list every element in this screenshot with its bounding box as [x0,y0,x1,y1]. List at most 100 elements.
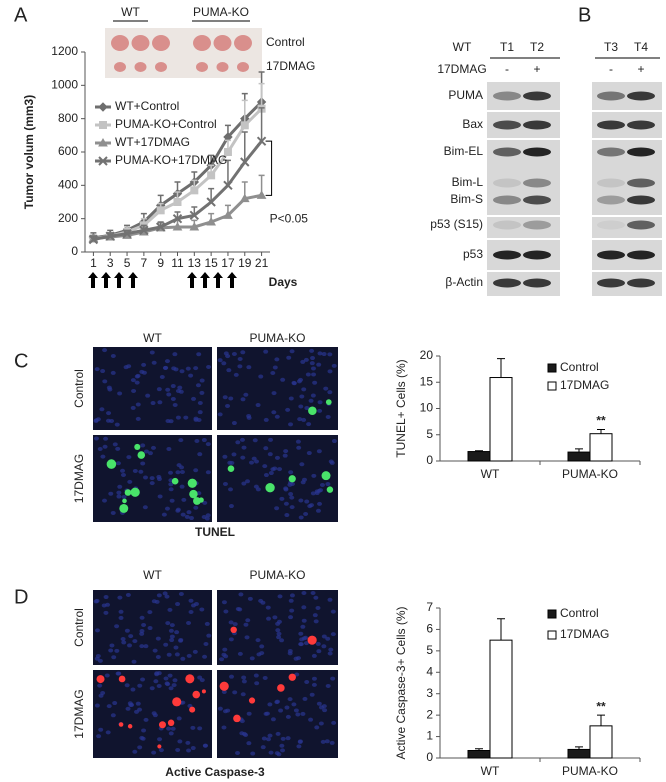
tumor [134,62,147,72]
nucleus [232,622,238,627]
nucleus [202,654,208,659]
x-axis-label: Days [269,275,298,289]
nucleus [260,600,266,605]
positive-cell [124,489,132,496]
nucleus [285,714,291,719]
nucleus [172,678,178,683]
x-tick-label: WT [481,764,500,778]
nucleus [271,410,277,415]
nucleus [306,451,312,456]
nucleus [142,505,148,510]
legend-label: Control [560,606,599,620]
positive-cell [172,697,182,707]
nucleus [235,440,241,445]
nucleus [202,743,208,748]
nucleus [202,500,208,505]
nucleus [315,641,321,646]
nucleus [311,653,317,658]
blot-band [493,91,521,101]
nucleus [228,396,234,401]
nucleus [197,452,203,457]
nucleus [139,615,145,620]
y-tick-label: 20 [420,348,434,362]
bar [567,451,591,462]
nucleus [158,748,164,753]
nucleus [295,439,301,444]
nucleus [331,439,337,444]
nucleus [155,636,161,641]
nucleus [267,702,273,707]
nucleus [137,745,143,750]
nucleus [304,680,310,685]
micrograph-caption: Active Caspase-3 [165,765,265,779]
nucleus [175,415,181,420]
nucleus [156,474,162,479]
nucleus [240,397,246,402]
nucleus [310,491,316,496]
nucleus [232,690,238,695]
nucleus [121,494,127,499]
positive-cell [277,684,285,692]
nucleus [267,452,273,457]
nucleus [253,673,259,678]
nucleus [241,679,247,684]
positive-cell [227,465,235,473]
legend-label: 17DMAG [560,627,609,641]
blot-band [627,278,655,288]
nucleus [130,378,136,383]
nucleus [175,602,181,607]
nucleus [222,709,228,714]
nucleus [205,442,211,447]
error-bar [208,187,215,202]
nucleus [188,598,194,603]
nucleus [126,455,132,460]
nucleus [141,623,147,628]
nucleus [116,671,122,676]
nucleus [169,634,175,639]
nucleus [298,498,304,503]
positive-cell [127,724,133,729]
y-tick-label: 1 [426,729,433,743]
nucleus [235,606,241,611]
nucleus [199,378,205,383]
nucleus [298,642,304,647]
positive-cell [118,675,126,683]
lane-label: T1 [500,40,514,54]
photo-group: WT [121,5,140,19]
nucleus [117,595,123,600]
nucleus [139,369,145,374]
nucleus [149,350,155,355]
nucleus [204,621,210,626]
nucleus [149,481,155,486]
bar [467,451,491,462]
nucleus [327,651,333,656]
nucleus [123,365,129,370]
nucleus [185,740,191,745]
nucleus [321,634,327,639]
nucleus [238,592,244,597]
treatment-sign: + [533,62,540,76]
nucleus [185,366,191,371]
tumor [216,62,229,72]
nucleus [304,499,310,504]
nucleus [329,460,335,465]
nucleus [275,621,281,626]
nucleus [265,605,271,610]
x-tick-label: WT [481,467,500,481]
nucleus [166,392,172,397]
nucleus [283,501,289,506]
nucleus [285,407,291,412]
nucleus [289,505,295,510]
micrograph-row: 17DMAG [72,689,86,738]
micrograph-column: WT [143,568,162,582]
nucleus [199,678,205,683]
y-tick-label: 600 [58,144,78,158]
nucleus [300,359,306,364]
nucleus [268,750,274,755]
marker [88,234,99,245]
nucleus [118,615,124,620]
nucleus [239,437,245,442]
positive-cell [167,719,175,727]
nucleus [223,609,229,614]
positive-cell [119,503,129,513]
